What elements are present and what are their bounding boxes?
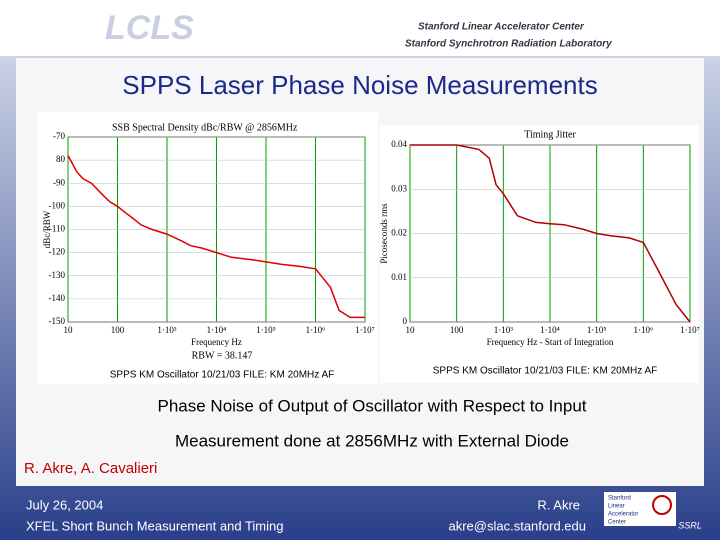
footer-date: July 26, 2004 [26, 497, 103, 512]
y-axis-label: Picoseconds rms [379, 203, 389, 264]
footer-logo2: SSRL [678, 520, 702, 530]
y-tick-label: 0.01 [391, 272, 407, 282]
annotation: RBW = 38.147 [192, 350, 253, 361]
x-tick-label: 1·10⁴ [540, 325, 560, 335]
y-tick-label: -90 [53, 177, 65, 187]
x-axis-label: Frequency Hz - Start of Integration [487, 337, 614, 347]
footer-logo-text: Center [608, 520, 626, 526]
data-line [67, 155, 365, 319]
x-tick-label: 1·10⁴ [207, 325, 227, 335]
x-tick-label: 1·10³ [494, 325, 513, 335]
header-line: Stanford Synchrotron Radiation Laborator… [405, 39, 612, 50]
footer-author: R. Akre [537, 497, 580, 512]
x-tick-label: 1·10⁶ [634, 325, 654, 335]
footer-logo [604, 492, 676, 526]
y-tick-label: -140 [49, 293, 66, 303]
x-tick-label: 1·10⁵ [256, 325, 276, 335]
y-tick-label: -130 [49, 270, 66, 280]
y-tick-label: 0.02 [391, 228, 407, 238]
x-tick-label: 10 [64, 325, 74, 335]
chart-caption: SPPS KM Oscillator 10/21/03 FILE: KM 20M… [110, 370, 335, 381]
y-tick-label: -110 [49, 224, 66, 234]
x-tick-label: 1·10³ [157, 325, 176, 335]
x-tick-label: 100 [450, 325, 464, 335]
y-tick-label: 80 [56, 154, 66, 164]
y-tick-label: 0.03 [391, 183, 407, 193]
chart-title: SSB Spectral Density dBc/RBW @ 2856MHz [112, 122, 298, 133]
y-tick-label: 0.04 [391, 139, 407, 149]
x-tick-label: 1·10⁷ [680, 325, 700, 335]
logo-ring [652, 495, 672, 515]
footer-logo-text: Stanford [608, 496, 631, 502]
caption: Phase Noise of Output of Oscillator with… [158, 396, 587, 415]
footer-email: akre@slac.stanford.edu [449, 518, 587, 533]
chart-title: Timing Jitter [524, 129, 576, 140]
logo: LCLS [105, 9, 194, 47]
x-tick-label: 10 [406, 325, 416, 335]
y-tick-label: -100 [49, 200, 66, 210]
x-tick-label: 100 [111, 325, 125, 335]
footer-talk: XFEL Short Bunch Measurement and Timing [26, 518, 283, 533]
footer-logo-text: Linear [608, 504, 625, 510]
footer-logo-text: Accelerator [608, 512, 638, 518]
y-tick-label: 0 [403, 316, 408, 326]
caption: Measurement done at 2856MHz with Externa… [175, 431, 569, 450]
y-tick-label: -70 [53, 131, 65, 141]
data-line [410, 144, 691, 323]
chart-caption: SPPS KM Oscillator 10/21/03 FILE: KM 20M… [433, 366, 658, 377]
x-tick-label: 1·10⁶ [306, 325, 326, 335]
y-tick-label: -120 [49, 247, 66, 257]
x-tick-label: 1·10⁵ [587, 325, 607, 335]
authors: R. Akre, A. Cavalieri [24, 460, 157, 477]
header-line: Stanford Linear Accelerator Center [418, 22, 585, 33]
header-band [0, 0, 720, 56]
y-tick-label: -150 [49, 316, 66, 326]
slide-title: SPPS Laser Phase Noise Measurements [122, 70, 597, 100]
x-axis-label: Frequency Hz [191, 337, 242, 347]
x-tick-label: 1·10⁷ [355, 325, 375, 335]
y-axis-label: dBc/RBW [42, 210, 52, 248]
